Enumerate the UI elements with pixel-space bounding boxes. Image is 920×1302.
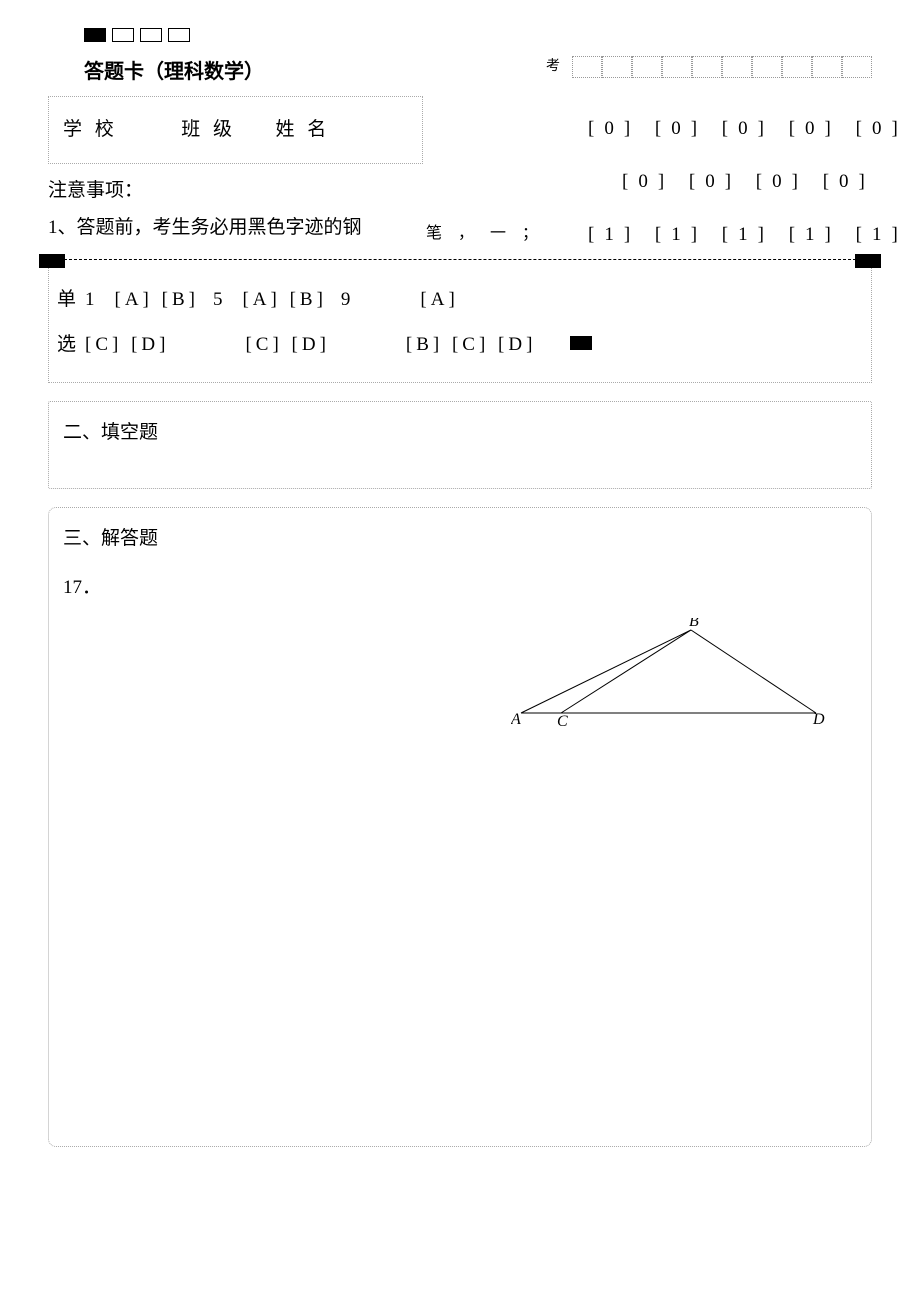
mark-filled	[84, 28, 106, 42]
exam-number-cells	[572, 56, 872, 78]
edge-AB	[521, 630, 691, 713]
q1-ab[interactable]: [A] [B]	[115, 277, 199, 323]
rule-1-prefix: 1、	[48, 217, 77, 238]
exam-number-row: 考	[546, 56, 872, 78]
bubble-row-0a[interactable]: [0] [0] [0] [0] [0] [0]	[588, 102, 908, 155]
num-cell[interactable]	[722, 56, 752, 78]
q5-cd[interactable]: [C] [D]	[245, 322, 329, 368]
num-cell[interactable]	[572, 56, 602, 78]
q17-label: 17．	[63, 573, 853, 603]
num-cell[interactable]	[662, 56, 692, 78]
mark-empty	[112, 28, 134, 42]
rule-1-text: 答题前，考生务必用黑色字迹的钢	[77, 217, 362, 238]
choice-row-bottom: [C] [D] [C] [D] [B] [C] [D]	[85, 322, 853, 368]
alignment-marks	[84, 28, 872, 42]
choice-type-label: 单 选	[57, 277, 85, 368]
num-cell[interactable]	[752, 56, 782, 78]
vertex-A: A	[511, 711, 521, 728]
bubble-row-0b[interactable]: [0] [0] [0] [0]	[622, 155, 908, 208]
rule-1-trail: 笔 ， 一 ；	[426, 221, 544, 247]
school-label: 学 校	[63, 119, 118, 140]
num-cell[interactable]	[692, 56, 722, 78]
num-cell[interactable]	[782, 56, 812, 78]
vertex-C: C	[557, 713, 568, 728]
q5-ab[interactable]: [A] [B]	[242, 277, 326, 323]
triangle-svg: B A C D	[511, 618, 831, 728]
q1-cd[interactable]: [C] [D]	[85, 322, 169, 368]
triangle-figure: B A C D	[511, 618, 831, 728]
num-cell[interactable]	[842, 56, 872, 78]
edge-BD	[691, 630, 816, 713]
num-cell[interactable]	[632, 56, 662, 78]
class-label: 班 级	[181, 119, 236, 140]
multiple-choice-section: 单 选 1 [A] [B] 5 [A] [B] 9 [A] [C] [D] [C…	[48, 263, 872, 383]
mark-empty	[168, 28, 190, 42]
q9-bcd[interactable]: [B] [C] [D]	[406, 322, 537, 368]
num-cell[interactable]	[812, 56, 842, 78]
upper-block: 学 校 班 级 姓 名 [0] [0] [0] [0] [0] [0] [0] …	[48, 96, 872, 263]
q-number-1: 1	[85, 277, 95, 323]
name-label: 姓 名	[276, 119, 331, 140]
choice-row-top: 1 [A] [B] 5 [A] [B] 9 [A]	[85, 277, 853, 323]
mark-empty	[140, 28, 162, 42]
section-2-title: 二、填空题	[63, 418, 853, 448]
free-response-section: 三、解答题 17． B A C D	[48, 507, 872, 1147]
vertex-B: B	[689, 618, 699, 630]
num-cell[interactable]	[602, 56, 632, 78]
sheet-title: 答题卡（理科数学）	[84, 56, 264, 82]
fill-blank-section: 二、填空题	[48, 401, 872, 489]
row-end-mark	[570, 336, 592, 350]
vertex-D: D	[812, 711, 825, 728]
choice-label-top: 单	[57, 277, 85, 323]
edge-CB	[561, 630, 691, 713]
q-number-5: 5	[213, 277, 223, 323]
section-3-title: 三、解答题	[63, 524, 853, 554]
header-row: 答题卡（理科数学） 考	[84, 56, 872, 82]
section-cut-strip	[49, 259, 871, 267]
rule-1: 1、答题前，考生务必用黑色字迹的钢 笔 ， 一 ；	[48, 213, 872, 263]
q9-a[interactable]: [A]	[420, 277, 458, 323]
answer-sheet-page: 答题卡（理科数学） 考 学 校 班 级 姓 名	[0, 0, 920, 1187]
exam-number-prefix: 考	[546, 56, 560, 78]
student-info-box: 学 校 班 级 姓 名	[48, 96, 423, 164]
choice-label-bottom: 选	[57, 322, 85, 368]
q-number-9: 9	[341, 277, 351, 323]
